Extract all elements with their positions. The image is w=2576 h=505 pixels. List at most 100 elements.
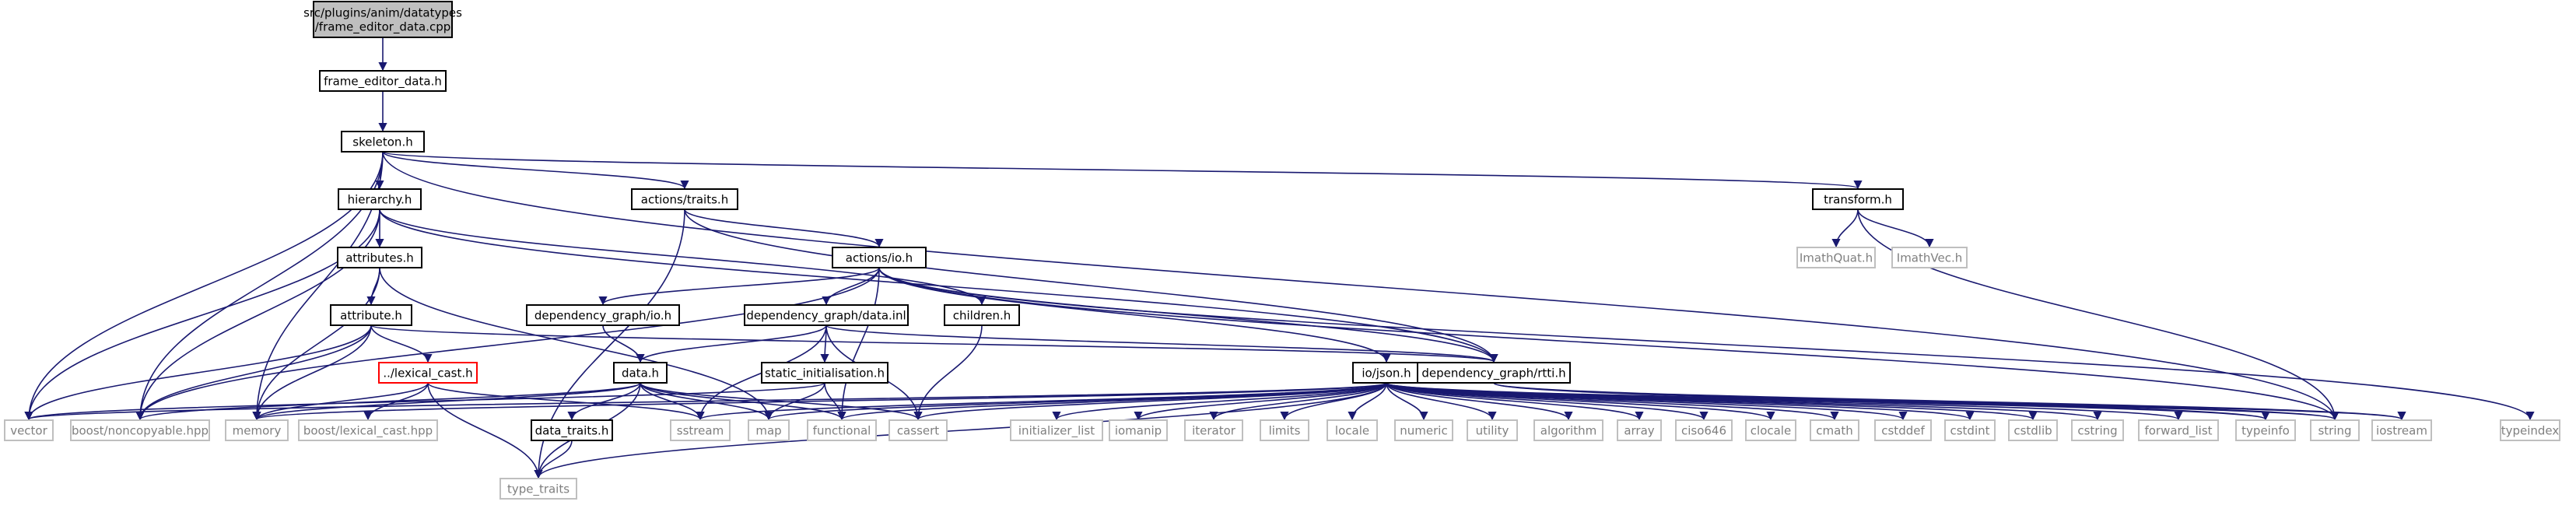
node-io_json_h[interactable]: io/json.h <box>1352 362 1421 384</box>
node-box <box>1352 362 1421 384</box>
node-iomanip: iomanip <box>1109 419 1168 441</box>
node-box <box>341 131 425 153</box>
node-attributes_h[interactable]: attributes.h <box>337 247 422 268</box>
node-label: transform.h <box>1824 193 1892 207</box>
node-hierarchy_h[interactable]: hierarchy.h <box>338 188 422 210</box>
node-label: cstdlib <box>2013 424 2052 438</box>
edge-data_h-to-data_traits_h <box>567 382 641 421</box>
node-utility: utility <box>1467 419 1518 441</box>
node-locale: locale <box>1327 419 1378 441</box>
node-actions_traits_h[interactable]: actions/traits.h <box>631 188 738 210</box>
node-label: clocale <box>1751 424 1791 438</box>
node-lexical_cast_h[interactable]: ../lexical_cast.h <box>378 362 478 384</box>
node-box <box>1745 419 1796 441</box>
node-children_h[interactable]: children.h <box>944 304 1020 326</box>
node-box <box>2235 419 2296 441</box>
node-label: forward_list <box>2144 424 2212 439</box>
edge-attributes_h-to-map <box>379 267 773 421</box>
edge-transform_h-to-string <box>1857 209 2339 421</box>
node-box <box>1675 419 1733 441</box>
node-data_h[interactable]: data.h <box>613 362 668 384</box>
edge-attribute_h-to-vector <box>24 324 372 421</box>
edge-io_json_h-to-initializer_list <box>1052 382 1387 421</box>
node-dependency_graph_rtti_h[interactable]: dependency_graph/rtti.h <box>1417 362 1571 384</box>
edge-io_json_h-to-vector <box>25 382 1387 421</box>
node-box <box>330 304 412 326</box>
node-actions_io_h[interactable]: actions/io.h <box>832 247 927 268</box>
node-label: children.h <box>953 309 1011 323</box>
node-functional: functional <box>807 419 877 441</box>
node-label: attributes.h <box>345 251 414 265</box>
node-label: dependency_graph/data.inl <box>746 309 906 324</box>
node-cassert: cassert <box>888 419 948 441</box>
node-box <box>1533 419 1603 441</box>
node-label: dependency_graph/io.h <box>534 309 671 324</box>
node-data_traits_h[interactable]: data_traits.h <box>531 419 613 441</box>
node-label: algorithm <box>1540 424 1596 438</box>
edge-dependency_graph_rtti_h-to-iostream <box>1493 382 2406 421</box>
node-type_traits: type_traits <box>499 478 577 500</box>
node-cstdint: cstdint <box>1944 419 1996 441</box>
edge-lexical_cast_h-to-memory <box>252 382 429 421</box>
node-memory: memory <box>225 419 289 441</box>
edge-io_json_h-to-cassert <box>913 382 1387 421</box>
edge-io_json_h-to-utility <box>1386 382 1497 421</box>
node-box <box>313 1 453 38</box>
node-box <box>2071 419 2124 441</box>
edge-hierarchy_h-to-boost_noncopyable_hpp <box>135 209 380 421</box>
node-label: static_initialisation.h <box>765 366 885 381</box>
node-box <box>888 419 948 441</box>
node-dependency_graph_data_inl[interactable]: dependency_graph/data.inl <box>744 304 909 326</box>
edge-lexical_cast_h-to-type_traits <box>427 382 543 479</box>
node-box <box>526 304 680 326</box>
node-imathvec_h: ImathVec.h <box>1891 247 1968 268</box>
node-box <box>2138 419 2219 441</box>
node-static_initialisation_h[interactable]: static_initialisation.h <box>761 362 888 384</box>
node-transform_h[interactable]: transform.h <box>1812 188 1904 210</box>
node-box <box>531 419 613 441</box>
node-box <box>807 419 877 441</box>
node-box <box>670 419 731 441</box>
node-label: sstream <box>677 424 724 438</box>
edge-attributes_h-to-memory <box>252 267 380 421</box>
edge-attributes_h-to-attribute_h <box>366 267 380 306</box>
node-label: vector <box>10 424 47 438</box>
edge-io_json_h-to-algorithm <box>1386 382 1573 421</box>
node-label: typeindex <box>2501 424 2560 438</box>
edge-actions_io_h-to-functional <box>837 267 880 421</box>
edge-hierarchy_h-to-vector <box>24 209 380 421</box>
node-box <box>378 362 478 384</box>
node-box <box>744 304 909 326</box>
edge-skeleton_h-to-actions_traits_h <box>382 151 689 190</box>
node-frame_editor_data_h[interactable]: frame_editor_data.h <box>319 70 447 92</box>
node-label: cstddef <box>1881 424 1925 438</box>
node-imathquat_h: ImathQuat.h <box>1796 247 1876 268</box>
edge-io_json_h-to-ciso646 <box>1386 382 1709 421</box>
edge-hierarchy_h-to-dependency_graph_rtti_h <box>379 209 1498 363</box>
edge-actions_traits_h-to-dependency_graph_rtti_h <box>684 209 1498 363</box>
node-forward_list: forward_list <box>2138 419 2219 441</box>
edge-data_traits_h-to-type_traits <box>534 440 573 479</box>
node-box <box>1260 419 1309 441</box>
node-attribute_h[interactable]: attribute.h <box>330 304 412 326</box>
node-label: boost/lexical_cast.hpp <box>303 424 433 439</box>
node-box <box>1184 419 1243 441</box>
node-typeinfo: typeinfo <box>2235 419 2296 441</box>
edge-data_h-to-boost_noncopyable_hpp <box>135 382 641 421</box>
node-dependency_graph_io_h[interactable]: dependency_graph/io.h <box>526 304 680 326</box>
edge-actions_io_h-to-string <box>878 267 2339 421</box>
node-box <box>298 419 438 441</box>
node-label: memory <box>233 424 282 438</box>
edge-transform_h-to-imathvec_h <box>1857 209 1934 248</box>
node-label: initializer_list <box>1018 424 1095 439</box>
node-box <box>70 419 210 441</box>
node-root[interactable]: src/plugins/anim/datatypes/frame_editor_… <box>303 1 462 38</box>
node-skeleton_h[interactable]: skeleton.h <box>341 131 425 153</box>
node-cmath: cmath <box>1810 419 1859 441</box>
node-label: frame_editor_data.h <box>324 75 442 89</box>
edge-dependency_graph_data_inl-to-data_h <box>636 324 827 363</box>
node-cstring: cstring <box>2071 419 2124 441</box>
edge-transform_h-to-imathquat_h <box>1831 209 1859 248</box>
edge-attribute_h-to-boost_noncopyable_hpp <box>135 324 372 421</box>
